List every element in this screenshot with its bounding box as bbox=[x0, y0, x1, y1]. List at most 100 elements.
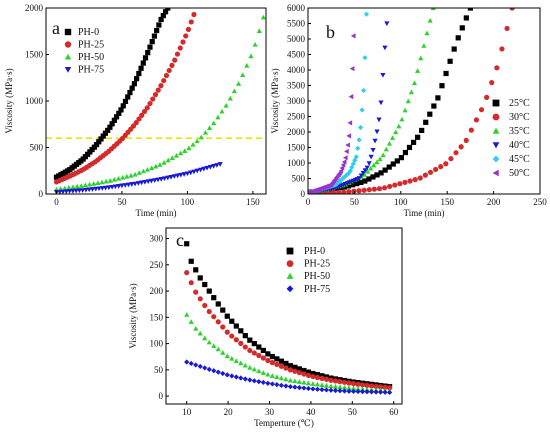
point-PH-50 bbox=[364, 386, 370, 392]
point-PH-25 bbox=[364, 382, 370, 388]
x-axis-label: Time (min) bbox=[136, 208, 177, 218]
point-PH-50 bbox=[82, 182, 89, 188]
point-PH-25 bbox=[193, 289, 199, 295]
point-PH-25 bbox=[206, 308, 212, 315]
y-tick-label: 500 bbox=[292, 174, 306, 184]
point-PH-25 bbox=[155, 87, 161, 93]
y-tick-label: 0 bbox=[301, 189, 306, 199]
point-PH-75 bbox=[181, 172, 187, 177]
point-PH-75 bbox=[184, 359, 190, 365]
x-tick-label: 0 bbox=[306, 197, 311, 207]
x-tick-label: 50 bbox=[117, 197, 127, 207]
point-30°C bbox=[371, 186, 377, 192]
point-25°C bbox=[402, 149, 409, 156]
point-PH-50 bbox=[283, 376, 289, 382]
point-PH-0 bbox=[202, 281, 208, 288]
point-35°C bbox=[396, 123, 402, 129]
point-PH-0 bbox=[149, 39, 155, 45]
point-PH-25 bbox=[158, 83, 164, 89]
x-tick-label: 10 bbox=[182, 407, 192, 417]
point-PH-0 bbox=[162, 9, 169, 15]
point-PH-50 bbox=[70, 184, 76, 190]
point-30°C bbox=[366, 187, 372, 193]
point-30°C bbox=[473, 117, 480, 123]
point-PH-50 bbox=[120, 174, 126, 180]
point-35°C bbox=[377, 156, 383, 162]
point-PH-0 bbox=[151, 33, 158, 39]
point-PH-0 bbox=[224, 313, 230, 319]
point-30°C bbox=[412, 177, 418, 183]
y-tick-label: 300 bbox=[150, 234, 164, 244]
point-35°C bbox=[393, 129, 399, 135]
point-PH-75 bbox=[217, 162, 223, 167]
legend-marker-PH-50 bbox=[286, 272, 294, 279]
legend-marker-40°C bbox=[492, 142, 500, 149]
point-PH-25 bbox=[292, 368, 298, 374]
point-PH-50 bbox=[350, 385, 357, 391]
x-tick-label: 150 bbox=[246, 197, 260, 207]
point-35°C bbox=[427, 17, 433, 23]
point-PH-50 bbox=[296, 379, 303, 384]
point-PH-50 bbox=[231, 88, 238, 94]
point-PH-75 bbox=[214, 163, 220, 168]
point-45°C bbox=[362, 55, 368, 61]
point-PH-0 bbox=[197, 275, 203, 281]
point-PH-50 bbox=[140, 168, 146, 174]
point-PH-50 bbox=[355, 386, 361, 391]
point-PH-25 bbox=[382, 384, 388, 390]
point-40°C bbox=[370, 147, 376, 153]
point-PH-50 bbox=[186, 145, 192, 151]
point-PH-25 bbox=[274, 361, 280, 368]
point-45°C bbox=[349, 164, 355, 170]
point-30°C bbox=[387, 183, 393, 190]
point-PH-50 bbox=[184, 312, 190, 317]
point-PH-0 bbox=[269, 353, 275, 360]
point-PH-0 bbox=[229, 318, 235, 324]
point-50°C bbox=[346, 133, 352, 139]
point-PH-25 bbox=[373, 383, 379, 390]
point-25°C bbox=[439, 83, 445, 89]
point-PH-75 bbox=[319, 387, 325, 393]
point-PH-0 bbox=[120, 103, 126, 109]
point-PH-25 bbox=[220, 324, 226, 330]
point-PH-25 bbox=[233, 337, 239, 343]
point-30°C bbox=[376, 186, 383, 192]
plot-area-c bbox=[184, 241, 393, 396]
point-PH-50 bbox=[310, 381, 316, 386]
point-45°C bbox=[350, 161, 356, 167]
legend-marker-50°C bbox=[492, 169, 499, 177]
point-PH-50 bbox=[287, 377, 293, 383]
point-PH-75 bbox=[247, 377, 253, 383]
point-PH-50 bbox=[323, 382, 330, 388]
point-PH-50 bbox=[252, 41, 258, 47]
point-PH-0 bbox=[134, 76, 140, 82]
point-40°C bbox=[364, 165, 370, 171]
point-PH-75 bbox=[155, 177, 161, 183]
legend-label-35°C: 35°C bbox=[509, 126, 530, 137]
point-PH-25 bbox=[287, 367, 293, 373]
point-PH-75 bbox=[99, 186, 105, 191]
point-25°C bbox=[435, 95, 441, 101]
point-PH-25 bbox=[166, 67, 172, 74]
point-PH-0 bbox=[242, 333, 248, 339]
point-PH-75 bbox=[125, 182, 132, 188]
point-PH-75 bbox=[184, 171, 191, 177]
point-PH-25 bbox=[229, 333, 235, 339]
y-tick-label: 4000 bbox=[287, 65, 306, 75]
point-PH-75 bbox=[175, 173, 181, 179]
point-PH-25 bbox=[278, 363, 284, 369]
point-PH-25 bbox=[188, 280, 194, 286]
point-PH-0 bbox=[211, 295, 217, 301]
point-PH-75 bbox=[269, 381, 275, 387]
legend-label-45°C: 45°C bbox=[509, 154, 530, 165]
point-30°C bbox=[422, 172, 428, 178]
point-PH-50 bbox=[190, 141, 196, 147]
point-PH-75 bbox=[206, 366, 212, 372]
point-40°C bbox=[380, 72, 386, 78]
point-25°C bbox=[410, 139, 417, 145]
legend-label-PH-25: PH-25 bbox=[304, 259, 330, 270]
point-45°C bbox=[343, 173, 349, 179]
point-PH-50 bbox=[211, 120, 217, 126]
point-40°C bbox=[358, 173, 364, 179]
